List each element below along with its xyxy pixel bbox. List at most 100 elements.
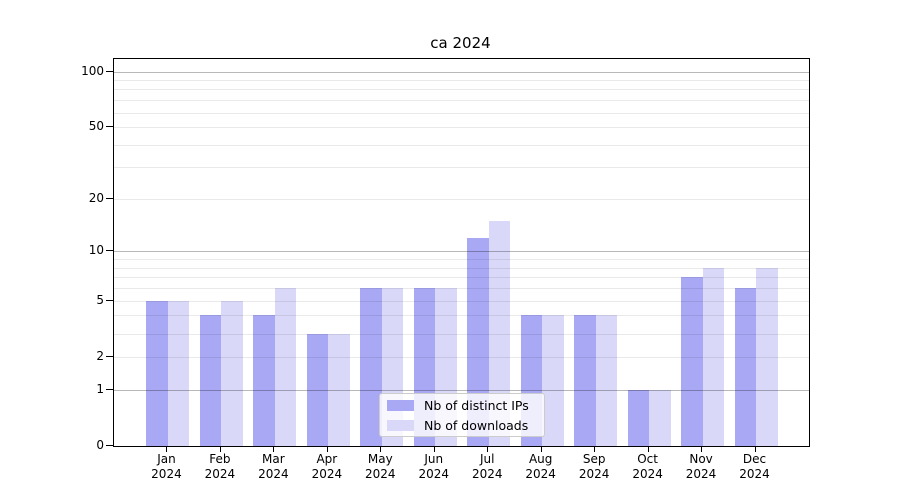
gridline-minor bbox=[114, 277, 809, 279]
gridline-major bbox=[114, 251, 809, 253]
bar-jan-downloads bbox=[167, 300, 190, 446]
gridline-minor bbox=[114, 144, 809, 146]
gridline-minor bbox=[114, 333, 809, 335]
x-tick-mark bbox=[540, 446, 542, 452]
bar-feb-ips bbox=[199, 315, 222, 446]
bar-feb-downloads bbox=[221, 300, 243, 446]
x-tick-label: Nov 2024 bbox=[661, 452, 741, 482]
x-tick-label-line: 2024 bbox=[258, 467, 289, 481]
y-tick-label: 0 bbox=[96, 438, 104, 452]
x-tick-label-line: 2024 bbox=[151, 467, 182, 481]
x-tick-label-line: 2024 bbox=[204, 467, 236, 481]
gridline-minor bbox=[114, 300, 809, 302]
gridline-minor bbox=[114, 199, 809, 200]
x-tick-label-line: Jan bbox=[157, 452, 176, 466]
bar-mar-ips bbox=[253, 315, 275, 446]
x-tick-label: Jun 2024 bbox=[394, 452, 474, 482]
x-tick-label-line: 2024 bbox=[525, 467, 556, 481]
x-tick-label-line: Mar bbox=[262, 452, 285, 466]
x-tick-mark bbox=[647, 446, 649, 452]
legend-label-downloads: Nb of downloads bbox=[424, 417, 529, 433]
legend-item-downloads: Nb of downloads bbox=[387, 417, 536, 434]
y-tick-mark bbox=[106, 299, 113, 301]
bar-dec-downloads bbox=[756, 267, 778, 446]
x-tick-label-line: Nov bbox=[689, 452, 713, 466]
x-tick-mark bbox=[701, 446, 703, 452]
y-tick-mark bbox=[106, 355, 113, 357]
legend-swatch-downloads bbox=[387, 419, 414, 431]
x-tick-label-line: 2024 bbox=[578, 467, 610, 481]
y-tick-mark bbox=[106, 250, 113, 252]
y-tick-mark bbox=[106, 198, 113, 199]
x-tick-label-line: Feb bbox=[209, 452, 231, 466]
x-tick-label: Aug 2024 bbox=[501, 452, 581, 482]
x-tick-label: Oct 2024 bbox=[608, 452, 688, 482]
gridline-minor bbox=[114, 356, 809, 358]
bar-sep-downloads bbox=[595, 315, 618, 446]
bar-dec-ips bbox=[734, 288, 757, 446]
y-tick-label: 5 bbox=[96, 292, 104, 307]
x-tick-mark bbox=[594, 446, 596, 452]
y-tick-mark bbox=[106, 445, 113, 446]
gridline-minor bbox=[114, 127, 809, 129]
bar-nov-ips bbox=[681, 277, 703, 446]
x-tick-label-line: Jul bbox=[479, 452, 495, 466]
x-tick-label: Mar 2024 bbox=[233, 452, 313, 482]
bar-sep-ips bbox=[574, 315, 596, 446]
y-tick-label: 100 bbox=[81, 63, 104, 78]
x-tick-label: Feb 2024 bbox=[180, 452, 260, 482]
gridline-minor bbox=[114, 259, 809, 261]
x-tick-label-line: 2024 bbox=[418, 467, 450, 481]
y-tick-label: 20 bbox=[88, 191, 104, 205]
bar-apr-downloads bbox=[328, 333, 350, 446]
x-tick-label-line: Aug bbox=[528, 452, 553, 466]
y-tick-label: 50 bbox=[88, 119, 104, 134]
x-tick-label: Dec 2024 bbox=[715, 452, 795, 482]
plot-area bbox=[113, 58, 810, 447]
x-tick-mark bbox=[754, 446, 756, 452]
gridline-major bbox=[114, 389, 809, 391]
x-tick-label: May 2024 bbox=[340, 452, 420, 482]
x-tick-label: Jan 2024 bbox=[126, 452, 206, 482]
chart-title: ca 2024 bbox=[430, 34, 491, 52]
gridline-major bbox=[114, 71, 809, 73]
bar-jul-downloads bbox=[488, 221, 511, 446]
x-tick-label: Sep 2024 bbox=[554, 452, 634, 482]
x-tick-mark bbox=[487, 446, 489, 452]
x-tick-label-line: Jun bbox=[424, 452, 444, 466]
gridline-minor bbox=[114, 80, 809, 82]
x-tick-mark bbox=[273, 446, 275, 452]
y-tick-label: 2 bbox=[96, 348, 104, 363]
x-tick-label-line: Apr bbox=[316, 452, 338, 466]
x-tick-label-line: Sep bbox=[582, 452, 606, 466]
x-tick-mark bbox=[166, 446, 168, 452]
y-tick-mark bbox=[106, 388, 113, 390]
x-tick-label-line: May bbox=[367, 452, 393, 466]
bar-aug-downloads bbox=[542, 315, 564, 446]
x-tick-label-line: 2024 bbox=[632, 467, 663, 481]
x-tick-label-line: 2024 bbox=[739, 467, 770, 481]
x-tick-label: Jul 2024 bbox=[447, 452, 527, 482]
x-tick-label: Apr 2024 bbox=[287, 452, 367, 482]
legend-label-distinct-ips: Nb of distinct IPs bbox=[424, 397, 529, 413]
bar-apr-ips bbox=[306, 333, 329, 446]
gridline-minor bbox=[114, 167, 809, 169]
x-tick-label-line: 2024 bbox=[685, 467, 717, 481]
bar-nov-downloads bbox=[702, 267, 725, 446]
bar-mar-downloads bbox=[274, 288, 297, 446]
y-tick-label: 1 bbox=[96, 381, 104, 396]
bar-oct-downloads bbox=[649, 389, 671, 446]
x-tick-label-line: Dec bbox=[742, 452, 767, 466]
legend-item-distinct-ips: Nb of distinct IPs bbox=[387, 397, 536, 414]
x-tick-mark bbox=[380, 446, 382, 452]
bar-jan-ips bbox=[146, 300, 168, 446]
x-tick-label-line: 2024 bbox=[311, 467, 343, 481]
gridline-minor bbox=[114, 100, 809, 102]
legend-swatch-distinct-ips bbox=[387, 399, 414, 411]
x-tick-label-line: 2024 bbox=[471, 467, 503, 481]
y-tick-mark bbox=[106, 70, 113, 72]
legend: Nb of distinct IPs Nb of downloads bbox=[379, 393, 545, 437]
x-tick-mark bbox=[219, 446, 221, 452]
gridline-minor bbox=[114, 112, 809, 114]
bar-may-ips bbox=[360, 288, 382, 446]
